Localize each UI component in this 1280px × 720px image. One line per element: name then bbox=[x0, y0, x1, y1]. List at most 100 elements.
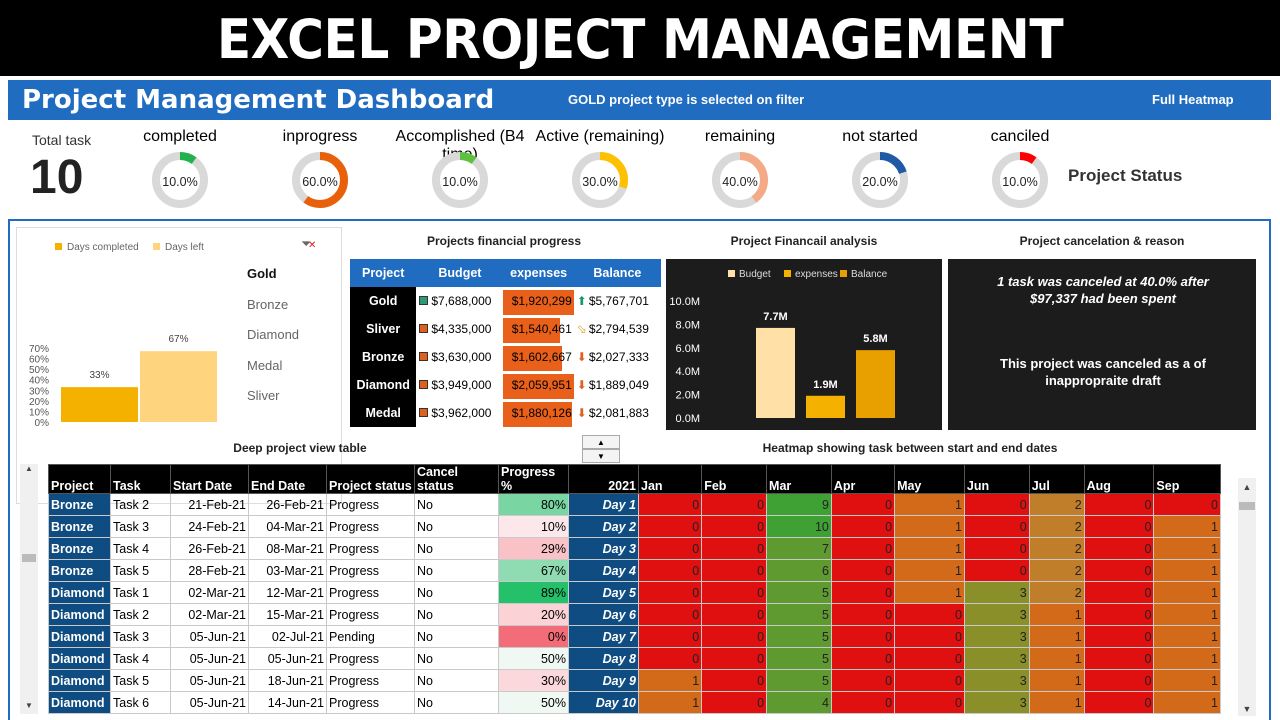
cell-day: Day 8 bbox=[568, 647, 639, 670]
heatmap-cell: 0 bbox=[701, 559, 768, 582]
fin-balance: $5,767,701 bbox=[588, 294, 649, 308]
slicer-item-medal[interactable]: Medal bbox=[247, 357, 283, 373]
financial-analysis-chart: Budget expenses Balance 10.0M 8.0M 6.0M 4.0M 2.… bbox=[669, 269, 895, 425]
heatmap-cell: 0 bbox=[894, 691, 965, 714]
cell-status: Progress bbox=[326, 669, 415, 692]
fin-expenses: $1,540,461 bbox=[511, 322, 572, 336]
fin-ytick-0: 10.0M bbox=[669, 296, 700, 308]
cell-day: Day 5 bbox=[568, 581, 639, 604]
month-header-sep: Sep bbox=[1153, 464, 1221, 494]
main-frame bbox=[8, 219, 1271, 720]
spin-up-button[interactable]: ▲ bbox=[582, 435, 620, 449]
heatmap-cell: 2 bbox=[1028, 515, 1085, 538]
heatmap-cell: 0 bbox=[894, 669, 965, 692]
heatmap-cell: 0 bbox=[1083, 537, 1155, 560]
heatmap-cell: 1 bbox=[1153, 515, 1221, 538]
heatmap-cell: 5 bbox=[766, 625, 832, 648]
cell-status: Progress bbox=[326, 493, 415, 516]
table-header-3: End Date bbox=[248, 464, 327, 494]
right-scrollbar[interactable]: ▲ ▼ bbox=[1238, 478, 1256, 716]
cell-cancel: No bbox=[414, 581, 499, 604]
heatmap-cell: 1 bbox=[894, 537, 965, 560]
table-row: Diamond Task 2 02-Mar-21 15-Mar-21 Progress N… bbox=[48, 603, 1221, 626]
fin-ytick-5: 0.0M bbox=[676, 413, 700, 425]
cell-project: Diamond bbox=[48, 669, 111, 692]
cell-task: Task 5 bbox=[110, 669, 171, 692]
heatmap-cell: 0 bbox=[701, 669, 768, 692]
clear-filter-icon[interactable]: ⏷ ✕ bbox=[301, 236, 317, 251]
kpi-3-label: Active (remaining) bbox=[535, 128, 665, 145]
fin-legend-swatch-0 bbox=[728, 270, 735, 277]
cell-day: Day 4 bbox=[568, 559, 639, 582]
heatmap-cell: 1 bbox=[894, 493, 965, 516]
fin-project: Medal bbox=[350, 399, 417, 427]
full-heatmap-link[interactable]: Full Heatmap bbox=[1152, 92, 1234, 107]
budget-indicator-icon bbox=[419, 408, 429, 417]
cell-day: Day 6 bbox=[568, 603, 639, 626]
heatmap-cell: 1 bbox=[1153, 647, 1221, 670]
table-row: Bronze Task 4 26-Feb-21 08-Mar-21 Progress No… bbox=[48, 537, 1221, 560]
left-scrollbar[interactable]: ▲ ▼ bbox=[20, 464, 38, 714]
heatmap-cell: 5 bbox=[766, 669, 832, 692]
cell-start: 05-Jun-21 bbox=[170, 625, 249, 648]
slicer-item-sliver[interactable]: Sliver bbox=[247, 388, 280, 403]
fin-ytick-3: 4.0M bbox=[676, 366, 700, 378]
fin-budget: $7,688,000 bbox=[431, 294, 492, 308]
slicer-item-diamond[interactable]: Diamond bbox=[247, 327, 300, 342]
budget-indicator-icon bbox=[419, 352, 429, 361]
spin-down-button[interactable]: ▼ bbox=[582, 449, 620, 463]
heatmap-cell: 1 bbox=[1028, 625, 1085, 648]
cell-start: 28-Feb-21 bbox=[170, 559, 249, 582]
heatmap-cell: 0 bbox=[830, 603, 896, 626]
heatmap-cell: 2 bbox=[1028, 559, 1085, 582]
kpi-2-gauge bbox=[432, 152, 488, 208]
heatmap-cell: 0 bbox=[701, 537, 768, 560]
slicer-item-gold[interactable]: Gold bbox=[247, 266, 277, 281]
heatmap-cell: 2 bbox=[1028, 493, 1085, 516]
cell-task: Task 2 bbox=[110, 603, 171, 626]
heatmap-title: Heatmap showing task between start and e… bbox=[762, 441, 1058, 455]
project-status-label: Project Status bbox=[1068, 166, 1183, 185]
cell-day: Day 2 bbox=[568, 515, 639, 538]
kpi-1-label: inprogress bbox=[282, 128, 358, 145]
header-bar: Project Management Dashboard GOLD projec… bbox=[8, 80, 1271, 120]
heatmap-cell: 0 bbox=[894, 625, 965, 648]
fin-bar-1 bbox=[806, 395, 845, 418]
kpi-6-arc bbox=[992, 152, 1048, 208]
days-ytick-6: 10% bbox=[29, 407, 49, 418]
heatmap-cell: 0 bbox=[1083, 691, 1155, 714]
cell-project: Diamond bbox=[48, 581, 111, 604]
cell-status: Progress bbox=[326, 515, 415, 538]
fin-project: Gold bbox=[350, 287, 417, 315]
kpi-2-value: 10.0% bbox=[442, 175, 478, 189]
cell-progress: 20% bbox=[498, 603, 569, 626]
month-header-apr: Apr bbox=[830, 464, 896, 494]
heatmap-cell: 0 bbox=[701, 691, 768, 714]
cell-task: Task 6 bbox=[110, 691, 171, 714]
heatmap-cell: 0 bbox=[830, 537, 896, 560]
cell-task: Task 2 bbox=[110, 493, 171, 516]
heatmap-cell: 1 bbox=[637, 669, 703, 692]
financial-title: Projects financial progress bbox=[426, 234, 582, 248]
cell-progress: 50% bbox=[498, 647, 569, 670]
cell-day: Day 7 bbox=[568, 625, 639, 648]
fin-expenses-cell: $2,059,951 bbox=[503, 371, 574, 399]
kpi-2-arc bbox=[432, 152, 488, 208]
heatmap-cell: 1 bbox=[1153, 603, 1221, 626]
heatmap-cell: 0 bbox=[701, 581, 768, 604]
heatmap-cell: 1 bbox=[1028, 603, 1085, 626]
slicer-item-bronze[interactable]: Bronze bbox=[247, 296, 289, 312]
expense-databar bbox=[503, 346, 562, 371]
fin-project: Sliver bbox=[350, 315, 417, 343]
fin-expenses-cell: $1,540,461 bbox=[503, 315, 573, 343]
fin-legend-swatch-1 bbox=[784, 270, 791, 277]
cell-task: Task 1 bbox=[110, 581, 171, 604]
table-header-7: 2021 bbox=[568, 464, 639, 494]
heatmap-cell: 0 bbox=[637, 581, 703, 604]
heatmap-cell: 0 bbox=[963, 559, 1030, 582]
fin-ytick-4: 2.0M bbox=[676, 390, 700, 402]
days-ytick-5: 20% bbox=[29, 397, 49, 408]
kpi-1-gauge bbox=[292, 152, 348, 208]
kpi-5-arc bbox=[852, 152, 908, 208]
fin-header-2: expenses bbox=[503, 259, 574, 287]
